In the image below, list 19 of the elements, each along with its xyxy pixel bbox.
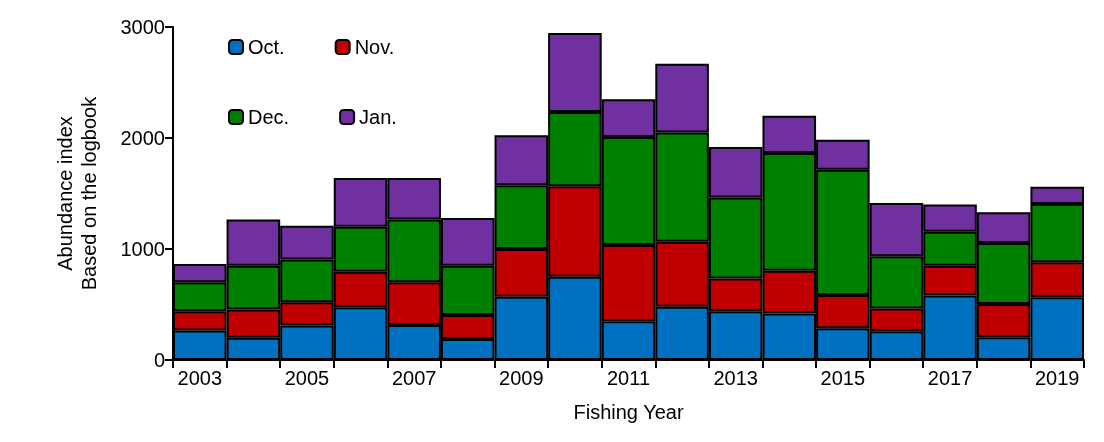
- y-tick-label: 0: [153, 349, 165, 371]
- x-tick-label: 2009: [499, 367, 544, 389]
- y-axis-title: Abundance index Based on the logbook: [54, 95, 100, 291]
- x-tick-label: 2013: [713, 367, 758, 389]
- legend-label: Nov.: [354, 36, 395, 58]
- y-tick-label: 2000: [120, 127, 165, 149]
- x-tick-label: 2015: [820, 367, 866, 389]
- legend-label: Dec.: [248, 106, 290, 128]
- x-tick-label: 2011: [606, 367, 651, 389]
- x-axis-title: Fishing Year: [573, 401, 684, 423]
- x-tick-label: 2019: [1034, 367, 1080, 389]
- x-tick-label: 2005: [284, 367, 330, 389]
- y-tick-label: 3000: [120, 16, 165, 38]
- x-tick-label: 2003: [177, 367, 223, 389]
- legend-label: Oct.: [248, 36, 285, 58]
- y-tick-label: 1000: [120, 238, 165, 260]
- x-tick-label: 2017: [927, 367, 973, 389]
- legend-label: Jan.: [359, 106, 397, 128]
- x-tick-label: 2007: [391, 367, 437, 389]
